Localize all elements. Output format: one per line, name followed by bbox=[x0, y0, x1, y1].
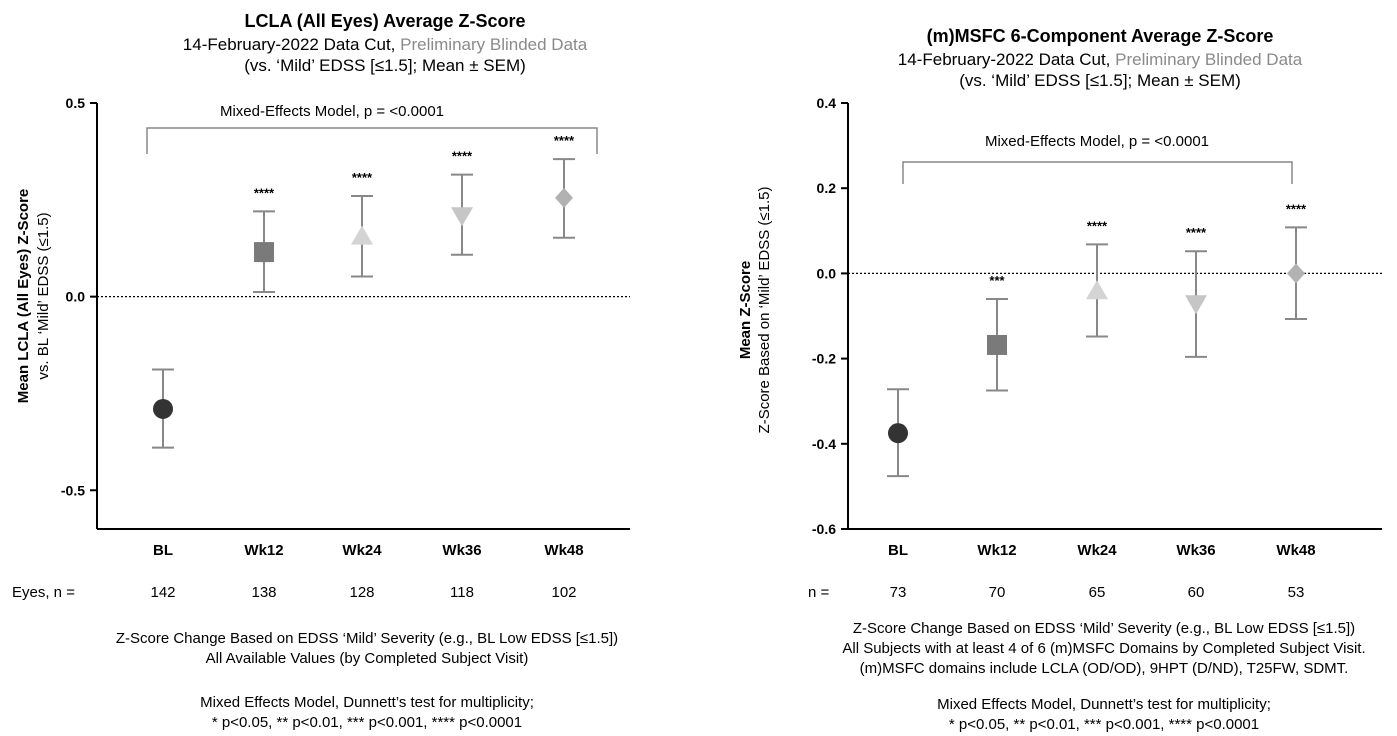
left-point-wk12 bbox=[254, 242, 274, 263]
right-bracket-line bbox=[902, 161, 1293, 184]
chart-right-yticks: 0.4 0.2 0.0 -0.2 -0.4 -0.6 bbox=[812, 95, 848, 537]
chart-left-yticks: 0.5 0.0 -0.5 bbox=[61, 95, 97, 498]
chart-right-footnote1: Z-Score Change Based on EDSS ‘Mild’ Seve… bbox=[853, 620, 1355, 637]
chart-right-n-label: n = bbox=[808, 584, 830, 601]
right-ytick-label: -0.4 bbox=[812, 436, 836, 452]
left-point-wk24 bbox=[351, 225, 373, 245]
right-ytick-label: -0.6 bbox=[812, 521, 836, 537]
left-ytick-label: 0.0 bbox=[66, 289, 86, 305]
chart-left-subtitle-gray: Preliminary Blinded Data bbox=[400, 35, 588, 54]
left-significance-wk36: **** bbox=[452, 149, 473, 164]
chart-right-ylabel-bold: Mean Z-Score bbox=[737, 261, 754, 359]
chart-right: (m)MSFC 6-Component Average Z-Score 14-F… bbox=[737, 26, 1382, 733]
right-n-value: 60 bbox=[1188, 584, 1205, 601]
left-n-value: 128 bbox=[349, 584, 374, 601]
left-ytick-label: 0.5 bbox=[66, 95, 86, 111]
chart-left-categories: BL Wk12 Wk24 Wk36 Wk48 bbox=[153, 542, 584, 559]
left-category-label: Wk36 bbox=[442, 542, 481, 559]
left-significance-wk48: **** bbox=[554, 133, 575, 148]
chart-left-subtitle2: (vs. ‘Mild’ EDSS [≤1.5]; Mean ± SEM) bbox=[244, 56, 526, 75]
chart-left-bracket bbox=[146, 127, 598, 154]
chart-right-footnote3: Mixed Effects Model, Dunnett’s test for … bbox=[937, 696, 1271, 713]
chart-left-subtitle: 14-February-2022 Data Cut, Preliminary B… bbox=[183, 35, 588, 54]
chart-right-categories: BL Wk12 Wk24 Wk36 Wk48 bbox=[888, 542, 1316, 559]
chart-right-bracket bbox=[902, 161, 1293, 184]
right-n-value: 65 bbox=[1089, 584, 1106, 601]
right-point-wk48 bbox=[1287, 263, 1305, 284]
right-point-bl bbox=[888, 423, 908, 444]
chart-left-footnote4: * p<0.05, ** p<0.01, *** p<0.001, **** p… bbox=[212, 714, 522, 731]
chart-right-subtitle-gray: Preliminary Blinded Data bbox=[1115, 50, 1303, 69]
right-ytick-label: 0.2 bbox=[817, 180, 837, 196]
chart-left-bracket-label: Mixed-Effects Model, p = <0.0001 bbox=[220, 103, 444, 120]
chart-left-title: LCLA (All Eyes) Average Z-Score bbox=[244, 11, 525, 31]
left-point-bl bbox=[153, 398, 173, 419]
chart-right-ylabel-sub: Z-Score Based on ‘Mild’ EDSS (≤1.5) bbox=[756, 187, 773, 434]
chart-right-subtitle-black: 14-February-2022 Data Cut, bbox=[898, 50, 1111, 69]
right-n-value: 70 bbox=[989, 584, 1006, 601]
chart-left-n-values: 142 138 128 118 102 bbox=[150, 584, 576, 601]
right-significance-wk12: *** bbox=[989, 273, 1005, 288]
right-point-wk24 bbox=[1086, 280, 1108, 300]
left-point-wk36 bbox=[451, 207, 473, 227]
left-ytick-label: -0.5 bbox=[61, 482, 85, 498]
chart-left: LCLA (All Eyes) Average Z-Score 14-Febru… bbox=[12, 11, 630, 731]
right-point-wk36 bbox=[1185, 295, 1207, 315]
chart-left-ylabel-bold: Mean LCLA (All Eyes) Z-Score bbox=[15, 189, 32, 403]
left-n-value: 142 bbox=[150, 584, 175, 601]
chart-right-footnote2: All Subjects with at least 4 of 6 (m)MSF… bbox=[842, 640, 1365, 657]
right-n-value: 73 bbox=[890, 584, 907, 601]
right-category-label: Wk48 bbox=[1276, 542, 1315, 559]
right-category-label: Wk12 bbox=[977, 542, 1016, 559]
right-category-label: BL bbox=[888, 542, 908, 559]
chart-right-footnote2b: (m)MSFC domains include LCLA (OD/OD), 9H… bbox=[860, 660, 1349, 677]
chart-left-footnote2: All Available Values (by Completed Subje… bbox=[206, 650, 529, 667]
chart-right-points: ******* ******** bbox=[887, 201, 1307, 478]
left-category-label: Wk24 bbox=[342, 542, 382, 559]
chart-left-ylabel-sub: vs. BL ‘Mild’ EDSS (≤1.5) bbox=[35, 212, 52, 379]
left-n-value: 118 bbox=[450, 584, 474, 601]
chart-left-points: **** **** **** **** bbox=[152, 133, 575, 449]
chart-left-footnote3: Mixed Effects Model, Dunnett’s test for … bbox=[200, 694, 534, 711]
right-significance-wk36: **** bbox=[1186, 225, 1207, 240]
chart-left-footnote1: Z-Score Change Based on EDSS ‘Mild’ Seve… bbox=[116, 630, 618, 647]
chart-left-n-label: Eyes, n = bbox=[12, 584, 75, 601]
chart-right-bracket-label: Mixed-Effects Model, p = <0.0001 bbox=[985, 133, 1209, 150]
left-n-value: 102 bbox=[551, 584, 576, 601]
right-category-label: Wk36 bbox=[1176, 542, 1215, 559]
chart-right-subtitle: 14-February-2022 Data Cut, Preliminary B… bbox=[898, 50, 1303, 69]
left-point-wk48 bbox=[555, 187, 573, 208]
left-category-label: BL bbox=[153, 542, 173, 559]
right-n-value: 53 bbox=[1288, 584, 1305, 601]
right-ytick-label: -0.2 bbox=[812, 351, 836, 367]
chart-right-subtitle2: (vs. ‘Mild’ EDSS [≤1.5]; Mean ± SEM) bbox=[959, 71, 1241, 90]
right-ytick-label: 0.4 bbox=[817, 95, 837, 111]
left-category-label: Wk48 bbox=[544, 542, 583, 559]
right-ytick-label: 0.0 bbox=[817, 265, 837, 281]
right-significance-wk24: **** bbox=[1087, 218, 1108, 233]
left-bracket-line bbox=[146, 127, 598, 154]
left-significance-wk24: **** bbox=[352, 170, 373, 185]
left-significance-wk12: **** bbox=[254, 185, 275, 200]
left-category-label: Wk12 bbox=[244, 542, 283, 559]
chart-left-subtitle-black: 14-February-2022 Data Cut, bbox=[183, 35, 396, 54]
chart-right-n-values: 73 70 65 60 53 bbox=[890, 584, 1305, 601]
left-n-value: 138 bbox=[251, 584, 276, 601]
right-category-label: Wk24 bbox=[1077, 542, 1117, 559]
right-significance-wk48: **** bbox=[1286, 201, 1307, 216]
right-point-wk12 bbox=[987, 334, 1007, 355]
chart-right-footnote4: * p<0.05, ** p<0.01, *** p<0.001, **** p… bbox=[949, 716, 1259, 733]
chart-right-title: (m)MSFC 6-Component Average Z-Score bbox=[927, 26, 1274, 46]
